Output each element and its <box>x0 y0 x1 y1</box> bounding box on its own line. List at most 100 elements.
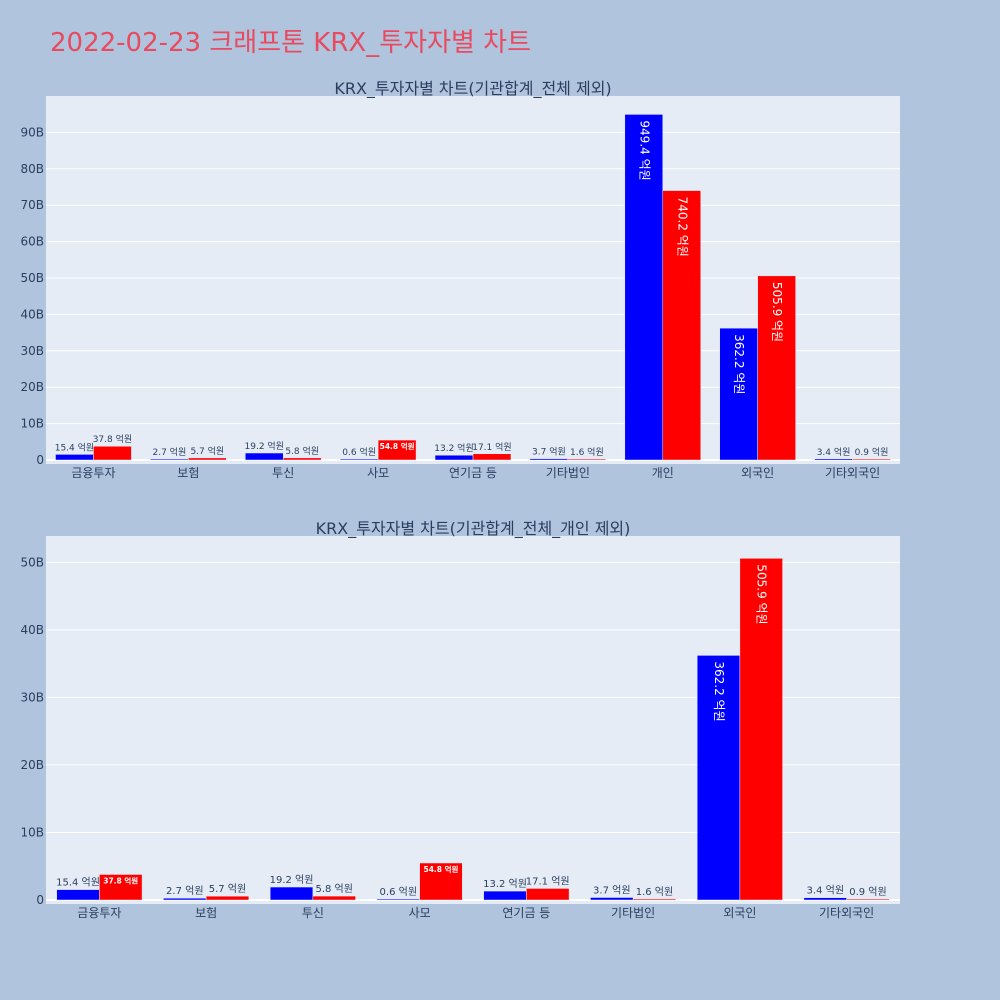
bar <box>526 888 570 901</box>
x-category-label: 투신 <box>272 466 294 480</box>
x-category-label: 기타외국인 <box>825 466 880 480</box>
y-tick-label: 0 <box>36 893 44 907</box>
y-tick-label: 60B <box>20 235 44 249</box>
bar <box>757 275 796 461</box>
x-category-label: 연기금 등 <box>449 466 497 480</box>
x-category-label: 사모 <box>409 906 431 920</box>
bar <box>846 898 890 901</box>
bar <box>434 454 474 461</box>
bar <box>377 439 417 461</box>
data-label: 5.7 억원 <box>209 883 246 895</box>
x-category-label: 기타법인 <box>611 906 655 920</box>
bar <box>282 457 322 461</box>
bar <box>719 327 758 461</box>
y-tick-label: 20B <box>20 758 44 772</box>
page-title: 2022-02-23 크래프톤 KRX_투자자별 차트 <box>50 28 532 58</box>
bar <box>55 454 94 461</box>
data-label: 54.8 억원 <box>380 441 415 451</box>
chart-institutions-individual-excluded: 0 10B 20B 30B 40B 50B KRX_투자자별 차트(기관합계_전체_개인 제… <box>20 519 900 920</box>
y-tick-label: 70B <box>20 198 44 212</box>
bar <box>739 558 783 901</box>
y-tick-label: 30B <box>20 344 44 358</box>
bar <box>188 457 227 461</box>
bar <box>696 655 741 901</box>
x-category-label: 금융투자 <box>71 466 115 480</box>
x-category-label: 외국인 <box>741 466 774 480</box>
bar <box>99 874 143 901</box>
bar <box>803 897 847 901</box>
bar <box>93 445 132 461</box>
data-label: 17.1 억원 <box>526 875 570 887</box>
bar <box>419 862 463 901</box>
bar <box>483 890 527 901</box>
chart-institutions-excluded: 0 10B 20B 30B 40B 50B 60B 70B 80B 90B KRX_투자자별 차트(… <box>20 79 900 480</box>
y-tick-label: 80B <box>20 162 44 176</box>
bar <box>529 458 569 461</box>
bar <box>472 453 512 461</box>
data-label: 3.7 억원 <box>532 446 566 458</box>
bar <box>245 452 284 461</box>
bar <box>567 458 607 461</box>
bar <box>56 889 100 901</box>
bar <box>339 458 379 461</box>
bar <box>205 895 250 901</box>
x-category-label: 사모 <box>367 466 389 480</box>
data-label: 949.4 억원 <box>637 120 651 180</box>
data-label: 54.8 억원 <box>424 864 459 874</box>
data-label: 0.6 억원 <box>342 446 376 458</box>
data-label: 37.8 억원 <box>103 875 138 885</box>
bar <box>624 114 664 461</box>
bar <box>312 895 356 901</box>
y-tick-label: 10B <box>20 825 44 839</box>
data-label: 505.9 억원 <box>770 282 784 342</box>
data-label: 362.2 억원 <box>732 334 746 394</box>
x-category-label: 금융투자 <box>77 906 121 920</box>
y-tick-label: 40B <box>20 307 44 321</box>
data-label: 3.4 억원 <box>817 446 851 458</box>
data-label: 5.8 억원 <box>285 445 319 457</box>
bar <box>150 458 189 461</box>
data-label: 5.7 억원 <box>190 445 224 457</box>
y-tick-label: 50B <box>20 555 44 569</box>
data-label: 15.4 억원 <box>56 877 100 889</box>
y-tick-label: 40B <box>20 623 44 637</box>
chart-title: KRX_투자자별 차트(기관합계_전체_개인 제외) <box>316 519 631 539</box>
bar <box>376 898 420 901</box>
bar <box>662 190 701 461</box>
data-label: 362.2 억원 <box>712 661 726 721</box>
y-tick-label: 90B <box>20 125 44 139</box>
data-label: 1.6 억원 <box>570 446 604 458</box>
x-category-label: 기타법인 <box>546 466 590 480</box>
x-category-label: 개인 <box>652 466 674 480</box>
y-tick-label: 50B <box>20 271 44 285</box>
data-label: 505.9 억원 <box>755 564 769 624</box>
x-category-label: 기타외국인 <box>819 906 874 920</box>
data-label: 5.8 억원 <box>315 883 352 895</box>
data-label: 2.7 억원 <box>152 446 186 458</box>
data-label: 0.9 억원 <box>849 886 886 898</box>
data-label: 2.7 억원 <box>166 885 203 897</box>
x-category-label: 외국인 <box>723 906 756 920</box>
x-category-label: 연기금 등 <box>502 906 550 920</box>
bar <box>163 897 207 901</box>
bar <box>814 458 853 461</box>
data-label: 0.9 억원 <box>855 446 889 458</box>
chart-title: KRX_투자자별 차트(기관합계_전체 제외) <box>334 79 611 99</box>
data-label: 15.4 억원 <box>55 441 94 453</box>
data-label: 3.4 억원 <box>807 885 844 897</box>
y-tick-label: 30B <box>20 690 44 704</box>
y-tick-label: 20B <box>20 380 44 394</box>
bar <box>590 897 634 901</box>
bar <box>852 458 891 461</box>
y-tick-label: 10B <box>20 417 44 431</box>
y-tick-label: 0 <box>36 453 44 467</box>
data-label: 3.7 억원 <box>593 885 630 897</box>
data-label: 13.2 억원 <box>483 878 527 890</box>
data-label: 17.1 억원 <box>472 441 511 453</box>
data-label: 0.6 억원 <box>380 886 417 898</box>
data-label: 1.6 억원 <box>636 886 673 898</box>
bar <box>269 886 314 901</box>
x-category-label: 투신 <box>302 906 324 920</box>
bar <box>632 898 677 901</box>
x-category-label: 보험 <box>195 906 217 920</box>
